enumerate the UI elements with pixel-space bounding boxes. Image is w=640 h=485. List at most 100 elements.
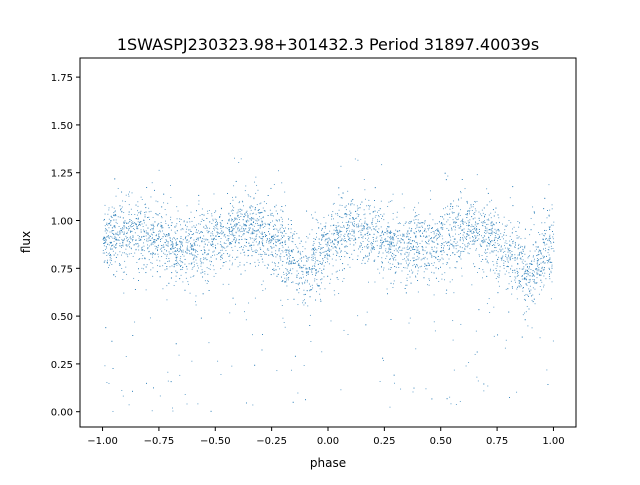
- data-point: [115, 276, 116, 277]
- data-point: [398, 262, 399, 263]
- data-point: [171, 381, 172, 382]
- data-point: [313, 254, 314, 255]
- data-point: [233, 226, 234, 227]
- data-point: [202, 254, 203, 255]
- data-point: [176, 245, 177, 246]
- data-point: [244, 231, 245, 232]
- data-point: [326, 234, 327, 235]
- data-point: [334, 239, 335, 240]
- data-point: [352, 217, 353, 218]
- data-point: [236, 181, 237, 182]
- data-point: [363, 226, 364, 227]
- data-point: [549, 268, 550, 269]
- data-point: [424, 223, 425, 224]
- data-point: [343, 235, 344, 236]
- data-point: [475, 221, 476, 222]
- data-point: [495, 212, 496, 213]
- data-point: [110, 262, 111, 263]
- data-point: [418, 270, 419, 271]
- data-point: [407, 230, 408, 231]
- data-point: [496, 268, 497, 269]
- data-point: [274, 184, 275, 185]
- data-point: [196, 260, 197, 261]
- data-point: [272, 221, 273, 222]
- data-point: [462, 237, 463, 238]
- data-point: [370, 213, 371, 214]
- data-point: [180, 258, 181, 259]
- data-point: [129, 243, 130, 244]
- data-point: [515, 278, 516, 279]
- data-point: [291, 250, 292, 251]
- data-point: [138, 225, 139, 226]
- data-point: [522, 275, 523, 276]
- data-point: [245, 239, 246, 240]
- data-point: [517, 257, 518, 258]
- data-point: [481, 241, 482, 242]
- data-point: [269, 243, 270, 244]
- data-point: [403, 236, 404, 237]
- data-point: [539, 250, 540, 251]
- data-point: [114, 246, 115, 247]
- data-point: [297, 261, 298, 262]
- data-point: [198, 230, 199, 231]
- data-point: [347, 191, 348, 192]
- data-point: [410, 318, 411, 319]
- data-point: [281, 206, 282, 207]
- data-point: [435, 258, 436, 259]
- data-point: [484, 232, 485, 233]
- data-point: [443, 250, 444, 251]
- data-point: [387, 241, 388, 242]
- data-point: [204, 273, 205, 274]
- data-point: [463, 224, 464, 225]
- data-point: [193, 275, 194, 276]
- data-point: [315, 249, 316, 250]
- data-point: [242, 201, 243, 202]
- data-point: [213, 220, 214, 221]
- data-point: [490, 235, 491, 236]
- data-point: [530, 251, 531, 252]
- data-point: [402, 194, 403, 195]
- data-point: [142, 258, 143, 259]
- data-point: [524, 248, 525, 249]
- data-point: [418, 267, 419, 268]
- data-point: [136, 224, 137, 225]
- data-point: [328, 215, 329, 216]
- data-point: [406, 236, 407, 237]
- data-point: [483, 390, 484, 391]
- data-point: [106, 255, 107, 256]
- data-point: [478, 238, 479, 239]
- data-point: [435, 223, 436, 224]
- data-point: [198, 239, 199, 240]
- data-point: [288, 238, 289, 239]
- data-point: [278, 262, 279, 263]
- data-point: [529, 279, 530, 280]
- data-point: [264, 226, 265, 227]
- data-point: [192, 245, 193, 246]
- data-point: [525, 264, 526, 265]
- data-point: [401, 254, 402, 255]
- data-point: [112, 227, 113, 228]
- data-point: [292, 282, 293, 283]
- data-point: [424, 263, 425, 264]
- data-point: [474, 212, 475, 213]
- data-point: [258, 210, 259, 211]
- data-point: [522, 279, 523, 280]
- data-point: [222, 250, 223, 251]
- data-point: [474, 228, 475, 229]
- data-point: [279, 240, 280, 241]
- data-point: [436, 247, 437, 248]
- data-point: [292, 268, 293, 269]
- data-point: [346, 252, 347, 253]
- data-point: [194, 242, 195, 243]
- data-point: [201, 241, 202, 242]
- data-point: [134, 322, 135, 323]
- data-point: [416, 225, 417, 226]
- data-point: [263, 236, 264, 237]
- data-point: [431, 257, 432, 258]
- data-point: [193, 259, 194, 260]
- data-point: [142, 247, 143, 248]
- data-point: [152, 276, 153, 277]
- data-point: [261, 218, 262, 219]
- data-point: [268, 195, 269, 196]
- data-point: [392, 256, 393, 257]
